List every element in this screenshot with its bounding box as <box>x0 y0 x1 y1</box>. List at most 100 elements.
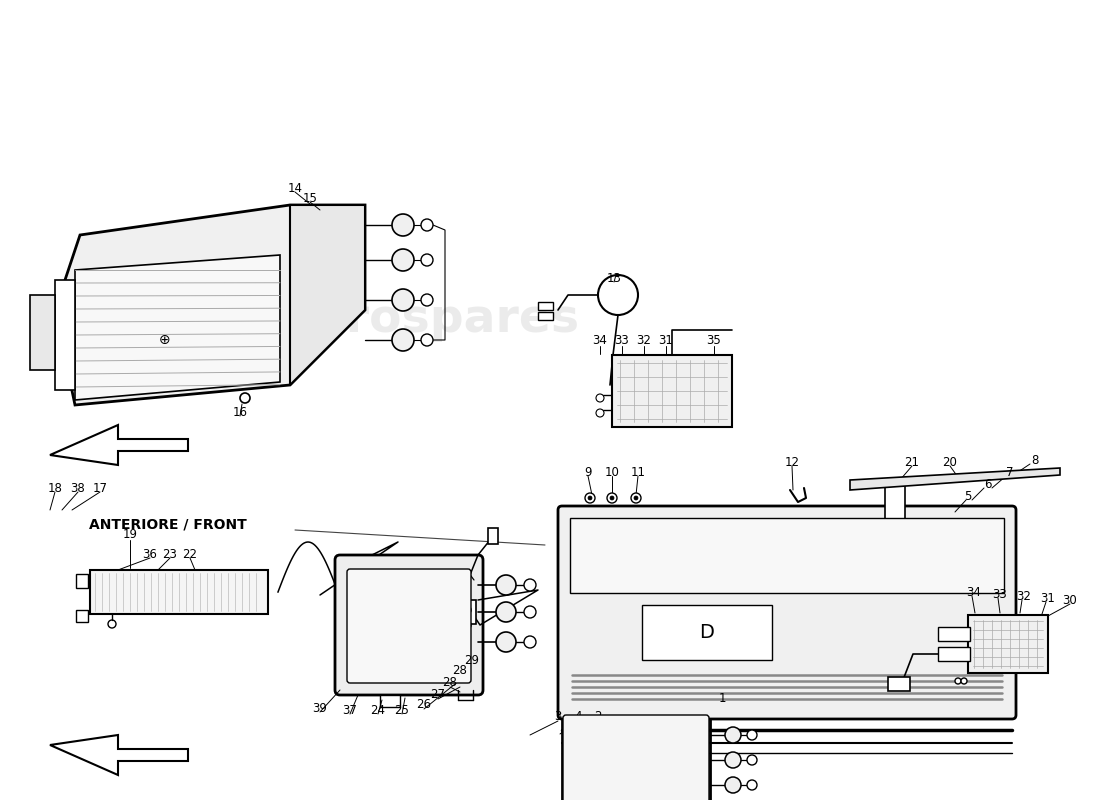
Text: 11: 11 <box>630 466 646 478</box>
Text: 13: 13 <box>606 271 621 285</box>
FancyBboxPatch shape <box>563 715 710 800</box>
Circle shape <box>725 727 741 743</box>
Circle shape <box>421 254 433 266</box>
Bar <box>642 605 772 660</box>
Text: 8: 8 <box>1032 454 1038 467</box>
Text: 23: 23 <box>163 549 177 562</box>
Circle shape <box>955 678 961 684</box>
Text: D: D <box>700 622 714 642</box>
Text: 25: 25 <box>395 703 409 717</box>
Text: 33: 33 <box>992 587 1008 601</box>
Polygon shape <box>55 205 365 405</box>
Bar <box>538 312 553 320</box>
Circle shape <box>961 678 967 684</box>
Text: 28: 28 <box>452 665 468 678</box>
Circle shape <box>421 219 433 231</box>
Bar <box>538 302 553 310</box>
Circle shape <box>725 777 741 793</box>
Circle shape <box>392 329 414 351</box>
Bar <box>379 695 400 707</box>
Circle shape <box>496 575 516 595</box>
Circle shape <box>588 496 592 500</box>
Circle shape <box>461 605 471 615</box>
Text: 16: 16 <box>232 406 248 418</box>
Text: 31: 31 <box>1041 591 1055 605</box>
Text: 22: 22 <box>183 549 198 562</box>
Circle shape <box>747 755 757 765</box>
Text: 18: 18 <box>47 482 63 494</box>
Circle shape <box>392 249 414 271</box>
Text: 36: 36 <box>143 549 157 562</box>
Circle shape <box>108 620 115 628</box>
Circle shape <box>392 289 414 311</box>
Text: eurospares: eurospares <box>280 298 580 342</box>
Text: 12: 12 <box>784 455 800 469</box>
Text: 3: 3 <box>554 710 562 723</box>
Text: 15: 15 <box>302 191 318 205</box>
Circle shape <box>596 409 604 417</box>
Bar <box>938 627 970 641</box>
FancyBboxPatch shape <box>346 569 471 683</box>
Text: 35: 35 <box>706 334 722 346</box>
Circle shape <box>392 214 414 236</box>
Circle shape <box>496 602 516 622</box>
Polygon shape <box>50 425 188 465</box>
Bar <box>612 355 732 427</box>
Text: 1: 1 <box>718 691 726 705</box>
Text: 4: 4 <box>574 710 582 723</box>
Bar <box>888 677 910 691</box>
Text: 31: 31 <box>659 334 673 346</box>
Text: 21: 21 <box>904 455 920 469</box>
Text: 30: 30 <box>1063 594 1077 606</box>
Bar <box>570 518 1004 593</box>
Bar <box>562 715 710 800</box>
Text: 32: 32 <box>637 334 651 346</box>
Polygon shape <box>30 295 55 370</box>
Polygon shape <box>850 468 1060 490</box>
Polygon shape <box>75 255 280 400</box>
Polygon shape <box>55 280 75 390</box>
Circle shape <box>634 496 638 500</box>
Text: 29: 29 <box>464 654 480 666</box>
Circle shape <box>596 394 604 402</box>
Circle shape <box>240 393 250 403</box>
Text: 39: 39 <box>312 702 328 714</box>
FancyBboxPatch shape <box>336 555 483 695</box>
Bar <box>488 528 498 544</box>
Text: 32: 32 <box>1016 590 1032 602</box>
Bar <box>90 570 268 614</box>
Bar <box>938 647 970 661</box>
Text: 38: 38 <box>70 482 86 494</box>
Text: 24: 24 <box>371 703 385 717</box>
FancyBboxPatch shape <box>558 506 1016 719</box>
Circle shape <box>496 632 516 652</box>
Circle shape <box>461 620 471 630</box>
Bar <box>460 600 476 624</box>
Text: 7: 7 <box>1006 466 1014 479</box>
Text: 5: 5 <box>965 490 971 503</box>
Text: 2: 2 <box>594 710 602 723</box>
Circle shape <box>524 636 536 648</box>
Text: 34: 34 <box>967 586 981 598</box>
Circle shape <box>631 493 641 503</box>
Text: 28: 28 <box>442 677 458 690</box>
Circle shape <box>607 493 617 503</box>
Text: 27: 27 <box>430 689 446 702</box>
Circle shape <box>725 752 741 768</box>
Text: 6: 6 <box>984 478 992 491</box>
Circle shape <box>421 334 433 346</box>
Text: 26: 26 <box>417 698 431 711</box>
Text: 20: 20 <box>943 455 957 469</box>
Text: 37: 37 <box>342 703 358 717</box>
Text: ANTERIORE / FRONT: ANTERIORE / FRONT <box>89 518 246 532</box>
Circle shape <box>524 606 536 618</box>
Polygon shape <box>76 574 88 588</box>
Text: 10: 10 <box>605 466 619 478</box>
Text: ⊕: ⊕ <box>160 333 170 347</box>
Circle shape <box>585 493 595 503</box>
Text: POSTERIORE / REAR: POSTERIORE / REAR <box>814 523 962 537</box>
Bar <box>886 480 905 535</box>
Polygon shape <box>50 735 188 775</box>
Text: 19: 19 <box>122 529 138 542</box>
Text: 17: 17 <box>92 482 108 494</box>
